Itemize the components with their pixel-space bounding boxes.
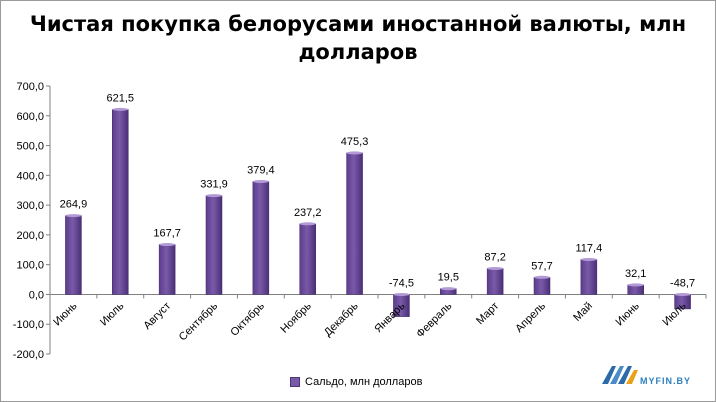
x-tick-label: Сентябрь <box>177 300 221 344</box>
data-label: 379,4 <box>247 164 275 176</box>
bar-cap <box>112 107 129 111</box>
bar-cap <box>580 257 597 261</box>
axes <box>46 85 707 355</box>
legend: Сальдо, млн долларов <box>290 376 422 388</box>
bar <box>205 195 223 295</box>
bar-cap <box>159 243 176 247</box>
bar <box>112 109 129 295</box>
data-label: -48,7 <box>670 277 695 289</box>
data-label: 331,9 <box>200 179 228 191</box>
x-tick-label: Ноябрь <box>278 300 314 336</box>
legend-label: Сальдо, млн долларов <box>305 376 423 388</box>
data-label: 237,2 <box>294 207 322 219</box>
bar-cap <box>440 287 457 291</box>
bar-cap <box>252 179 269 183</box>
bar-cap <box>206 194 222 198</box>
x-tick-label: Апрель <box>513 300 548 335</box>
x-tick-label: Октябрь <box>228 300 267 339</box>
data-label: 57,7 <box>531 260 552 272</box>
bar-cap <box>487 266 504 270</box>
data-label: 87,2 <box>484 251 505 263</box>
y-tick-label: 500,0 <box>16 141 44 153</box>
x-tick-labels: Июнь Июль Август Сентябрь Октябрь Ноябрь Декаб… <box>51 300 689 344</box>
y-tick-label: 300,0 <box>16 200 44 212</box>
watermark-text: MYFIN.BY <box>640 376 692 386</box>
bar-cap <box>65 214 82 218</box>
x-tick-label: Февраль <box>414 300 454 340</box>
data-label: 19,5 <box>438 272 459 284</box>
data-labels: 264,9 621,5 167,7 331,9 379,4 237,2 475,3 -74,5… <box>60 92 695 289</box>
y-tick-label: 100,0 <box>16 260 44 272</box>
x-tick-label: Июнь <box>614 300 642 328</box>
x-tick-label: Январь <box>372 300 407 335</box>
data-label: 167,7 <box>153 228 181 240</box>
y-tick-label: -100,0 <box>13 319 44 331</box>
x-tick-label: Май <box>571 300 595 324</box>
y-tick-label: 200,0 <box>16 230 44 242</box>
y-tick-label: -200,0 <box>13 349 44 361</box>
bar <box>252 181 270 295</box>
bar-cap <box>393 292 410 296</box>
bar <box>580 259 598 295</box>
bar-cap <box>674 292 691 296</box>
bar <box>158 244 176 295</box>
chart-title: Чистая покупка белорусами иностанной вал… <box>29 12 687 64</box>
x-tick-label: Август <box>141 300 173 332</box>
y-tick-label: 0,0 <box>29 289 44 301</box>
x-tick-label: Июнь <box>51 300 79 328</box>
bar <box>65 215 82 295</box>
bar <box>299 223 316 295</box>
myfin-logo-icon <box>602 366 638 384</box>
bar <box>533 277 551 295</box>
bar-cap <box>299 222 316 226</box>
data-label: 117,4 <box>575 242 602 254</box>
bar-cap <box>534 275 550 279</box>
legend-swatch <box>290 377 300 387</box>
x-tick-label: Март <box>474 300 501 327</box>
x-tick-label: Июль <box>98 300 127 329</box>
bars <box>65 107 691 317</box>
y-tick-labels: -200,0 -100,0 0,0 100,0 200,0 300,0 400,0 500,0… <box>13 81 44 361</box>
bar <box>486 268 504 295</box>
bar-cap <box>627 283 644 287</box>
data-label: -74,5 <box>389 277 414 289</box>
myfin-logo: MYFIN.BY <box>600 362 710 392</box>
data-label: 264,9 <box>60 199 88 211</box>
data-label: 621,5 <box>107 92 135 104</box>
y-tick-label: 600,0 <box>16 111 44 123</box>
y-tick-label: 700,0 <box>16 81 44 93</box>
bar-cap <box>346 151 363 155</box>
y-tick-label: 400,0 <box>16 170 44 182</box>
x-tick-label: Декабрь <box>322 300 361 339</box>
bar <box>346 152 363 295</box>
data-label: 32,1 <box>625 268 646 280</box>
data-label: 475,3 <box>341 136 369 148</box>
